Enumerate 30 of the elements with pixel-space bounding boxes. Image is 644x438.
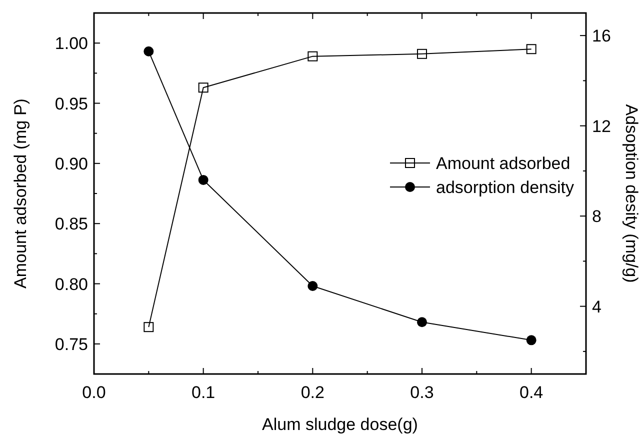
y-tick-label: 0.90 (54, 154, 88, 174)
y2-tick-label: 16 (592, 26, 611, 46)
x-tick-label: 0.4 (520, 383, 544, 402)
x-tick-label: 0.0 (82, 383, 106, 402)
y-tick-label: 0.95 (54, 94, 88, 114)
y-tick-label: 0.80 (54, 274, 88, 294)
y2-tick-label: 4 (592, 297, 602, 316)
point (308, 281, 318, 292)
point (417, 317, 427, 328)
y-tick-label: 1.00 (54, 34, 88, 54)
y2-tick-label: 12 (592, 116, 611, 136)
legend-label: adsorption density (436, 178, 574, 197)
y2-axis-title: Adsoption desity (mg/g) (622, 104, 641, 283)
legend-label: Amount adsorbed (436, 154, 570, 173)
point (198, 82, 208, 93)
y2-tick-label: 8 (592, 207, 602, 226)
y-axis-title: Amount adsorbed (mg P) (11, 98, 30, 288)
y-tick-label: 0.85 (54, 214, 88, 234)
x-axis-title: Alum sludge dose(g) (262, 415, 418, 434)
point (308, 51, 318, 62)
x-tick-label: 0.3 (410, 383, 434, 402)
point (198, 174, 208, 185)
point (526, 44, 536, 54)
point (144, 46, 154, 56)
x-tick-label: 0.2 (300, 383, 324, 402)
x-tick-label: 0.1 (192, 383, 216, 402)
point (144, 322, 154, 332)
point (526, 335, 536, 346)
point (417, 48, 427, 59)
y-tick-label: 0.75 (54, 334, 88, 354)
